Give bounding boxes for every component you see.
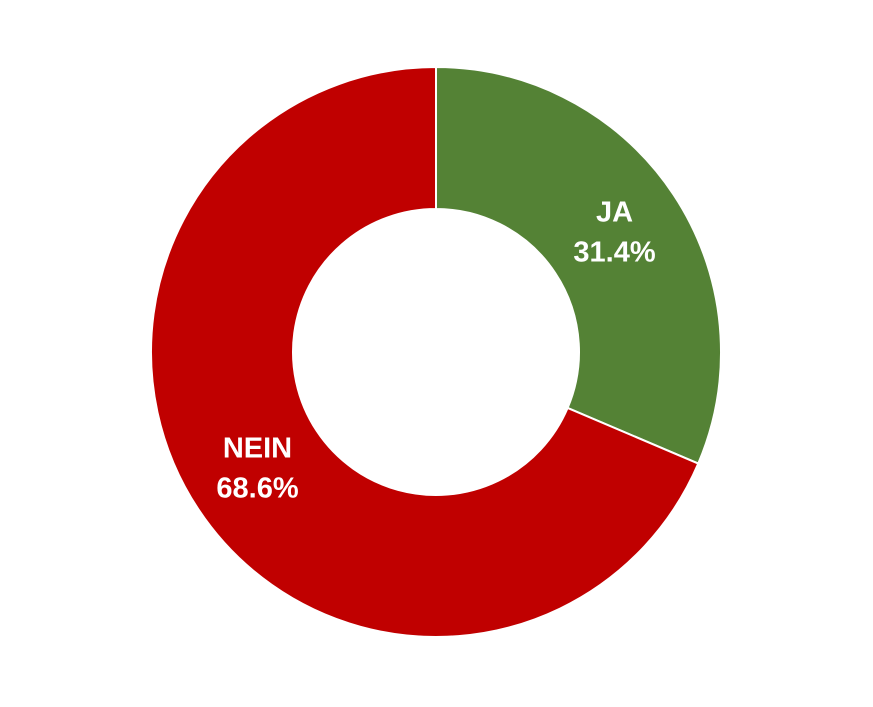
slice xyxy=(435,65,722,465)
slice-label: JA xyxy=(596,197,633,229)
slice xyxy=(150,65,700,638)
slice-label: NEIN xyxy=(223,433,292,465)
value-label: 68.6% xyxy=(216,473,298,505)
value-label: 31.4% xyxy=(573,237,655,269)
